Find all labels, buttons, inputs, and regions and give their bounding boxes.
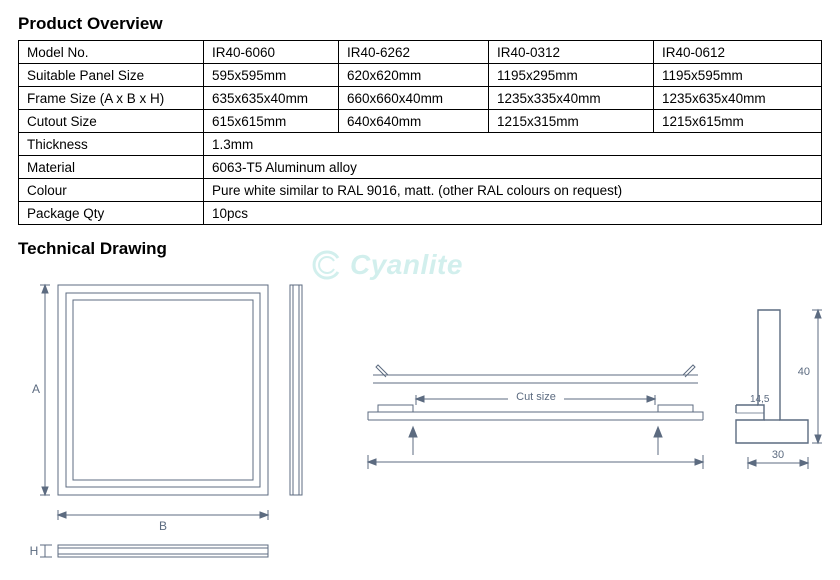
cell: 1195x295mm bbox=[489, 64, 654, 87]
cell: 640x640mm bbox=[339, 110, 489, 133]
cell: IR40-6262 bbox=[339, 41, 489, 64]
dim-40: 40 bbox=[798, 366, 810, 378]
cell: 1235x335x40mm bbox=[489, 87, 654, 110]
dim-label-a: A bbox=[32, 382, 40, 396]
cell: IR40-0612 bbox=[654, 41, 822, 64]
cell: 1.3mm bbox=[204, 133, 822, 156]
spec-table: Model No. IR40-6060 IR40-6262 IR40-0312 … bbox=[18, 40, 822, 225]
cell: 615x615mm bbox=[204, 110, 339, 133]
dim-label-b: B bbox=[159, 519, 167, 533]
cell: 660x660x40mm bbox=[339, 87, 489, 110]
cell-label: Colour bbox=[19, 179, 204, 202]
cell-label: Frame Size (A x B x H) bbox=[19, 87, 204, 110]
table-row: Suitable Panel Size 595x595mm 620x620mm … bbox=[19, 64, 822, 87]
cell: 1215x615mm bbox=[654, 110, 822, 133]
cell: 1215x315mm bbox=[489, 110, 654, 133]
table-row: Material 6063-T5 Aluminum alloy bbox=[19, 156, 822, 179]
dim-14-5: 14,5 bbox=[750, 394, 770, 405]
table-row: Thickness 1.3mm bbox=[19, 133, 822, 156]
cell-label: Thickness bbox=[19, 133, 204, 156]
overview-heading: Product Overview bbox=[18, 14, 822, 34]
table-row: Model No. IR40-6060 IR40-6262 IR40-0312 … bbox=[19, 41, 822, 64]
table-row: Cutout Size 615x615mm 640x640mm 1215x315… bbox=[19, 110, 822, 133]
cell: 620x620mm bbox=[339, 64, 489, 87]
cell-label: Model No. bbox=[19, 41, 204, 64]
cell-label: Suitable Panel Size bbox=[19, 64, 204, 87]
cell: 6063-T5 Aluminum alloy bbox=[204, 156, 822, 179]
dim-30: 30 bbox=[772, 449, 784, 461]
cell: 1235x635x40mm bbox=[654, 87, 822, 110]
cell-label: Material bbox=[19, 156, 204, 179]
cell: IR40-0312 bbox=[489, 41, 654, 64]
cell: 1195x595mm bbox=[654, 64, 822, 87]
table-row: Colour Pure white similar to RAL 9016, m… bbox=[19, 179, 822, 202]
cell: 635x635x40mm bbox=[204, 87, 339, 110]
cell-label: Cutout Size bbox=[19, 110, 204, 133]
technical-drawing: B A H Cut size 40 14,5 30 bbox=[18, 265, 822, 575]
dim-label-h: H bbox=[30, 544, 39, 558]
cell: IR40-6060 bbox=[204, 41, 339, 64]
cell: Pure white similar to RAL 9016, matt. (o… bbox=[204, 179, 822, 202]
table-row: Frame Size (A x B x H) 635x635x40mm 660x… bbox=[19, 87, 822, 110]
dim-cut-size: Cut size bbox=[516, 391, 556, 403]
cell: 10pcs bbox=[204, 202, 822, 225]
cell: 595x595mm bbox=[204, 64, 339, 87]
cell-label: Package Qty bbox=[19, 202, 204, 225]
table-row: Package Qty 10pcs bbox=[19, 202, 822, 225]
drawing-heading: Technical Drawing bbox=[18, 239, 822, 259]
